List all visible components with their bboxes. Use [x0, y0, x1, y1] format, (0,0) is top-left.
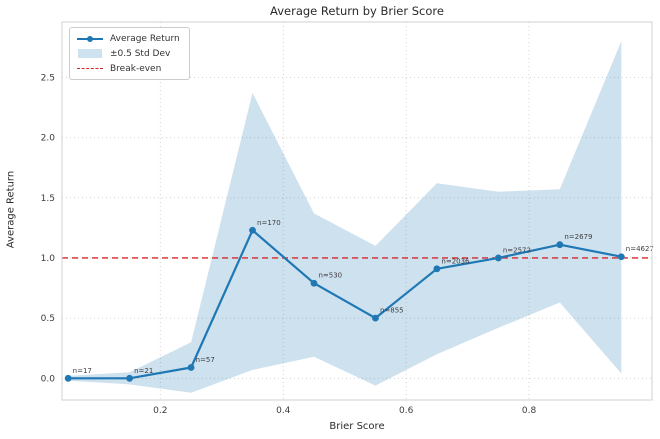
- std-dev-band-layer: [68, 41, 622, 393]
- point-annotation: n=530: [318, 272, 342, 280]
- y-tick-label: 0.5: [41, 314, 55, 324]
- point-annotation: n=2679: [564, 233, 592, 241]
- y-tick-label: 0.0: [41, 374, 56, 384]
- data-point-marker: [64, 374, 72, 382]
- x-tick-label: 0.4: [276, 406, 291, 416]
- data-point-markers: [64, 226, 625, 382]
- x-tick-labels: 0.2 0.4 0.6 0.8: [153, 406, 536, 416]
- point-annotation: n=855: [380, 307, 404, 315]
- legend-item-average-return: Average Return: [77, 33, 180, 44]
- data-point-marker: [126, 374, 134, 382]
- data-point-marker: [187, 364, 195, 371]
- y-axis-label: Average Return: [5, 170, 17, 249]
- data-point-marker: [310, 279, 318, 287]
- axes-background: [62, 22, 652, 400]
- x-tick-label: 0.2: [153, 406, 167, 416]
- data-point-marker: [249, 226, 256, 234]
- average-return-line: [68, 229, 622, 380]
- legend-item-std-dev: ±0.5 Std Dev: [77, 48, 180, 59]
- point-annotation: n=170: [257, 219, 281, 227]
- point-annotations: n=17 n=21 n=57 n=170 n=530 n=855 n=2036 n=2572 n…: [73, 219, 654, 375]
- point-annotation: n=17: [73, 367, 92, 375]
- break-even-line-swatch: [77, 63, 103, 74]
- data-point-marker: [494, 254, 502, 262]
- y-tick-label: 1.0: [41, 254, 56, 264]
- point-annotation: n=2572: [503, 246, 531, 254]
- y-tick-label: 2.5: [41, 73, 55, 83]
- legend-label-std-dev: ±0.5 Std Dev: [110, 48, 171, 59]
- legend-box: Average Return ±0.5 Std Dev Break-even: [69, 27, 190, 80]
- data-point-marker: [372, 314, 379, 322]
- data-point-marker: [433, 265, 441, 273]
- y-tick-label: 2.0: [41, 134, 56, 144]
- data-point-marker: [556, 241, 564, 249]
- point-annotation: n=57: [196, 356, 215, 364]
- x-tick-label: 0.6: [399, 406, 414, 416]
- point-annotation: n=2036: [441, 257, 470, 265]
- x-axis-label: Brier Score: [329, 421, 385, 432]
- chart-title: Average Return by Brier Score: [270, 4, 444, 18]
- std-dev-band-swatch: [77, 48, 103, 59]
- y-tick-label: 1.5: [41, 194, 55, 204]
- point-annotation: n=21: [134, 367, 153, 375]
- y-tick-labels: 0.0 0.5 1.0 1.5 2.0 2.5: [41, 73, 56, 384]
- x-tick-label: 0.8: [522, 406, 537, 416]
- legend-label-break-even: Break-even: [110, 63, 162, 74]
- point-annotation: n=4627: [626, 245, 654, 253]
- average-return-line-layer: [68, 229, 622, 380]
- legend-item-break-even: Break-even: [77, 63, 180, 74]
- std-dev-band: [68, 41, 622, 393]
- data-point-marker: [617, 253, 625, 261]
- average-return-line-swatch: [77, 33, 103, 44]
- axes-frame: [61, 21, 653, 401]
- legend-label-average-return: Average Return: [110, 33, 180, 44]
